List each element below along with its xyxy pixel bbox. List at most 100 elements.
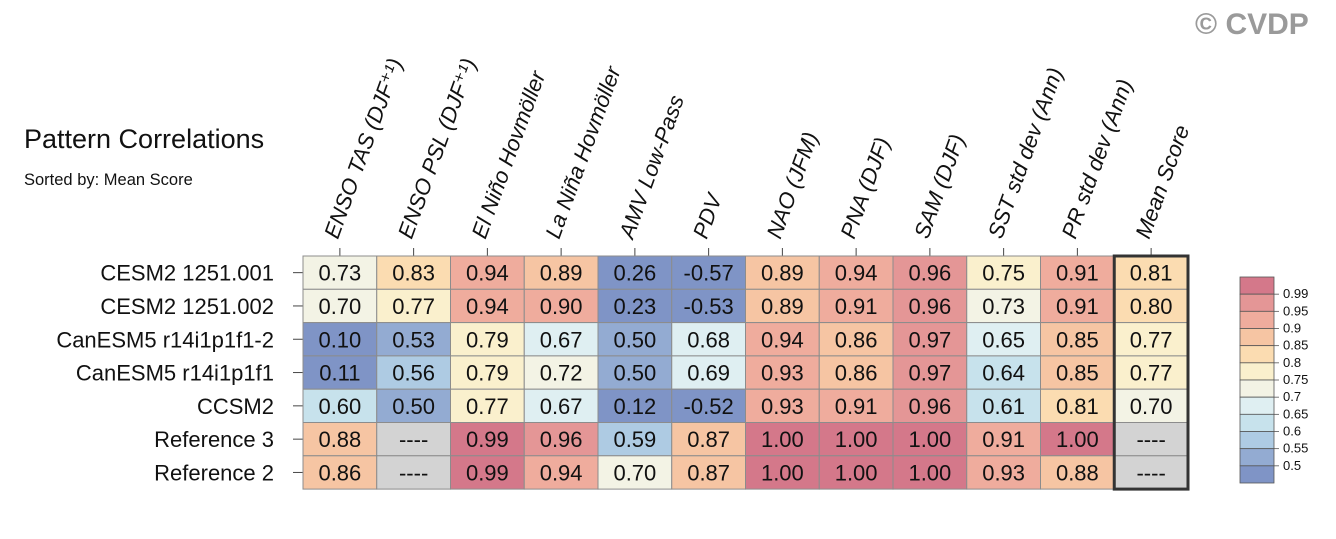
cell-value: 0.23 (613, 294, 656, 319)
cell-value: 0.73 (318, 261, 361, 286)
row-label: Reference 2 (154, 460, 274, 485)
cell-value: 0.68 (687, 327, 730, 352)
heatmap-cell (892, 322, 968, 357)
heatmap-cell (966, 255, 1041, 290)
row-label: Reference 3 (154, 427, 274, 452)
heatmap-cell (745, 388, 820, 424)
column-label: Mean Score (1130, 122, 1194, 242)
colorbar-label: 0.85 (1283, 338, 1308, 353)
cell-value: 0.59 (613, 427, 656, 452)
column-label: SAM (DJF) (909, 131, 970, 242)
heatmap-cell (892, 288, 968, 324)
watermark: © CVDP (1195, 8, 1309, 41)
cell-value: 0.65 (982, 327, 1025, 352)
heatmap-cell (818, 355, 894, 390)
cell-value: 0.50 (392, 394, 435, 419)
cell-value: 0.11 (319, 361, 360, 386)
cell-value: 0.91 (835, 394, 878, 419)
colorbar-bin (1239, 328, 1275, 347)
cell-value: 0.67 (540, 327, 583, 352)
heatmap-cell (302, 322, 378, 357)
colorbar-label: 0.5 (1283, 458, 1301, 473)
cell-value: 0.97 (908, 327, 951, 352)
cell-value: 0.91 (1056, 261, 1099, 286)
heatmap-cell (597, 288, 673, 324)
column-label: PNA (DJF) (835, 134, 895, 242)
cell-value: 0.97 (908, 361, 951, 386)
cell-value: 0.96 (908, 294, 951, 319)
heatmap-cell (745, 422, 820, 457)
colorbar-bin (1239, 310, 1275, 329)
cell-value: 0.94 (540, 460, 583, 485)
colorbar-bin (1239, 345, 1275, 364)
column-label: La Niña Hovmöller (540, 62, 626, 242)
cell-value: 0.79 (466, 361, 509, 386)
cell-value: 0.77 (466, 394, 509, 419)
colorbar-label: 0.7 (1283, 389, 1301, 404)
row-label: CESM2 1251.002 (100, 294, 274, 319)
cell-value: 0.90 (540, 294, 583, 319)
column-label: El Niño Hovmöller (467, 66, 551, 242)
cell-value: ---- (399, 460, 428, 485)
column-label: AMV Low-Pass (613, 92, 689, 244)
heatmap-cell (966, 422, 1041, 457)
cell-value: 0.53 (392, 327, 435, 352)
cell-value: 1.00 (908, 427, 951, 452)
column-labels: ENSO TAS (DJF⁺¹)ENSO PSL (DJF⁺¹)El Niño … (319, 55, 1194, 256)
cell-value: 0.77 (392, 294, 435, 319)
heatmap-cells: 0.73 0.83 0.94 0.89 0.26 -0.57 0.89 0.94 0.96 0.7… (302, 255, 1189, 490)
cell-value: 0.61 (982, 394, 1025, 419)
cell-value: 0.79 (466, 327, 509, 352)
cell-value: 0.93 (761, 394, 804, 419)
cell-value: 0.86 (318, 460, 361, 485)
heatmap-cell (892, 455, 968, 490)
cell-value: 0.60 (318, 394, 361, 419)
cell-value: ---- (1136, 427, 1165, 452)
heatmap-cell (818, 288, 894, 324)
cell-value: 0.89 (761, 294, 804, 319)
cell-value: 0.93 (761, 361, 804, 386)
heatmap-cell (523, 422, 599, 457)
cell-value: ---- (399, 427, 428, 452)
cell-value: 0.91 (1056, 294, 1099, 319)
colorbar-bin (1239, 448, 1275, 467)
heatmap-cell (302, 388, 378, 424)
cell-value: 1.00 (761, 427, 804, 452)
heatmap-cell (671, 455, 746, 490)
cell-value: 0.94 (835, 261, 878, 286)
heatmap-cell (450, 288, 525, 324)
cell-value: 0.89 (540, 261, 583, 286)
cell-value: 0.86 (835, 361, 878, 386)
chart-title: Pattern Correlations (24, 124, 265, 154)
heatmap-cell (892, 355, 968, 390)
row-label: CanESM5 r14i1p1f1 (76, 361, 274, 386)
colorbar-label: 0.55 (1283, 441, 1308, 456)
cell-value: 0.70 (613, 460, 656, 485)
heatmap-cell (1040, 255, 1115, 290)
cell-value: 0.91 (982, 427, 1025, 452)
colorbar-label: 0.9 (1283, 321, 1301, 336)
cell-value: -0.52 (684, 394, 734, 419)
cell-value: 0.88 (1056, 460, 1099, 485)
cell-value: 1.00 (1056, 427, 1099, 452)
cell-value: 0.26 (613, 261, 656, 286)
heatmap-cell (671, 422, 746, 457)
cell-value: 1.00 (835, 460, 878, 485)
heatmap-cell (597, 455, 673, 490)
cell-value: 0.99 (466, 460, 509, 485)
cell-value: 0.80 (1130, 294, 1173, 319)
heatmap-cell (818, 255, 894, 290)
cell-value: 0.77 (1130, 327, 1173, 352)
cell-value: 0.88 (318, 427, 361, 452)
cell-value: 0.96 (908, 394, 951, 419)
heatmap-cell (1113, 322, 1189, 357)
cell-value: ---- (1136, 460, 1165, 485)
cell-value: 1.00 (908, 460, 951, 485)
cell-value: 1.00 (761, 460, 804, 485)
heatmap-cell (1040, 455, 1115, 490)
cell-value: 0.96 (540, 427, 583, 452)
heatmap-cell (745, 455, 820, 490)
cell-value: 0.12 (613, 394, 656, 419)
colorbar-bin (1239, 293, 1275, 312)
heatmap-cell (523, 255, 599, 290)
